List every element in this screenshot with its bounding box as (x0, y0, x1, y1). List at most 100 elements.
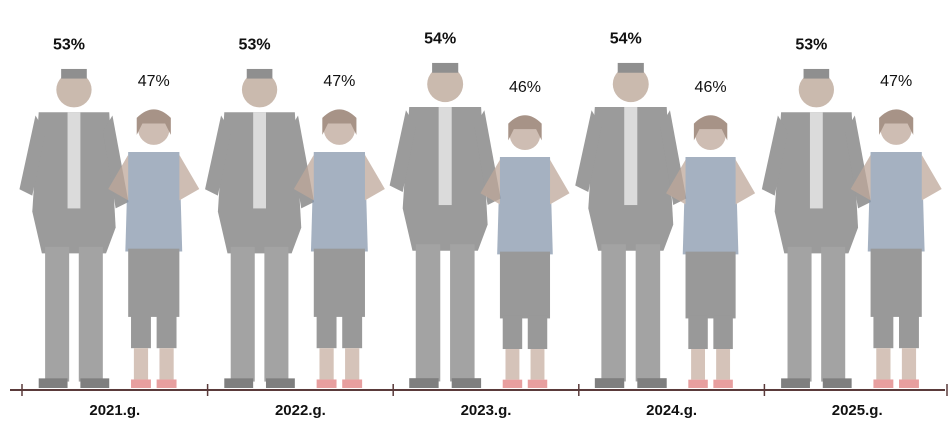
figure-part (322, 109, 357, 135)
figure-part (502, 315, 523, 350)
figure-part (19, 115, 46, 196)
figure-part (450, 244, 475, 382)
figure-part (803, 68, 830, 79)
figure-part (713, 379, 733, 388)
value-label: 53% (795, 37, 827, 54)
figure (480, 115, 570, 388)
figure-part (319, 348, 334, 380)
figure-part (716, 349, 731, 380)
x-tick-label: 2025.g. (832, 402, 883, 419)
value-label: 46% (695, 79, 727, 96)
figure-part (530, 349, 545, 380)
value-label: 53% (53, 37, 85, 54)
figure-part (685, 251, 736, 319)
figure (19, 68, 129, 388)
figure-part (821, 246, 846, 382)
value-label: 46% (509, 79, 541, 96)
figure (205, 68, 315, 388)
figure-part (230, 246, 255, 382)
figure-part (666, 159, 686, 205)
figure-part (781, 378, 810, 388)
figure-part (502, 379, 523, 388)
figure-part (873, 379, 894, 388)
figure-part (879, 109, 914, 135)
figure-part (108, 154, 129, 201)
figure-part (45, 246, 70, 382)
figure-part (682, 157, 739, 255)
figure-part (508, 115, 542, 141)
figure-part (224, 378, 254, 388)
value-label: 54% (424, 31, 456, 48)
figure (575, 62, 687, 388)
figure-part (612, 66, 649, 103)
figure-part (61, 68, 87, 79)
figure-part (205, 115, 231, 196)
figure-part (735, 159, 756, 205)
figure-part (873, 314, 894, 349)
figure-part (901, 348, 917, 380)
figure-part (136, 109, 171, 135)
figure-part (80, 378, 110, 388)
figure-part (451, 378, 482, 388)
figure-part (637, 378, 667, 388)
value-label: 47% (880, 73, 912, 90)
figure-part (505, 349, 520, 380)
figure-part (264, 246, 289, 382)
figure-part (870, 248, 922, 317)
figure-part (316, 379, 337, 388)
value-label: 47% (138, 73, 170, 90)
figure-part (899, 314, 919, 349)
figure (761, 68, 871, 388)
figure (389, 62, 501, 388)
figure-part (480, 159, 500, 205)
figure-part (432, 62, 459, 73)
figure-part (241, 72, 278, 108)
figure-part (499, 251, 551, 319)
x-tick-label: 2024.g. (646, 402, 697, 419)
figure-part (409, 378, 439, 388)
figure-part (867, 151, 925, 252)
figure-part (159, 348, 174, 380)
figure-part (310, 151, 368, 252)
figure-part (617, 62, 644, 73)
figure-part (809, 112, 823, 209)
figure-part (342, 379, 363, 388)
figure-part (131, 379, 151, 388)
figure-part (688, 379, 708, 388)
figure-part (688, 315, 708, 350)
figure-part (693, 115, 728, 141)
figure-part (293, 154, 314, 201)
figure-part (624, 107, 638, 206)
figure-part (550, 159, 570, 205)
figure-part (761, 115, 788, 196)
figure-part (594, 378, 625, 388)
figure-part (342, 314, 363, 349)
figure (850, 109, 942, 388)
figure-part (156, 379, 177, 388)
value-label: 54% (610, 31, 642, 48)
figure-part (78, 246, 103, 382)
figure-part (364, 154, 385, 201)
figure-part (313, 248, 365, 317)
x-tick-label: 2021.g. (89, 402, 140, 419)
figure-part (38, 378, 68, 388)
figure-part (635, 244, 661, 382)
value-label: 53% (239, 37, 271, 54)
figure-part (265, 378, 295, 388)
figure-part (316, 314, 337, 349)
figure-part (156, 314, 177, 349)
figure-part (67, 112, 81, 209)
figure-part (415, 244, 441, 382)
figure (293, 109, 385, 388)
figure-part (921, 154, 942, 201)
figure (108, 109, 200, 388)
figure-part (438, 107, 452, 206)
figure-part (179, 154, 200, 201)
figure-part (389, 110, 416, 192)
figure-part (345, 348, 360, 380)
figure-part (246, 68, 273, 79)
figure-part (527, 315, 548, 350)
figure-part (850, 154, 871, 201)
figure-part (713, 315, 733, 350)
